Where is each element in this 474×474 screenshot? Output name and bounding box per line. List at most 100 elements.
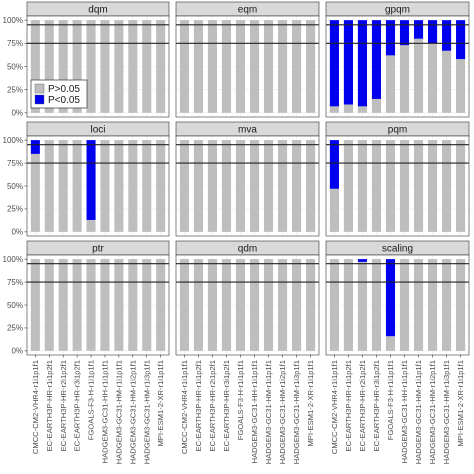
bar-gt005-eqm-7 <box>277 20 288 113</box>
bar-gt005-qdm-1 <box>193 259 203 351</box>
panel-border-scaling <box>325 254 470 356</box>
bar-lt005-loci-0 <box>30 140 40 154</box>
bar-gt005-dqm-8 <box>142 20 152 113</box>
bar-gt005-mva-7 <box>277 140 288 232</box>
bar-gt005-ptr-8 <box>142 259 152 351</box>
facet-label-gpqm: gpqm <box>385 5 410 16</box>
ytick-label: 25% <box>7 324 23 333</box>
bar-gt005-pqm-1 <box>343 140 353 232</box>
xtick-label: EC-EARTH3P-HR-r1i1p2f1 <box>45 360 54 451</box>
bar-gt005-scaling-9 <box>456 259 466 351</box>
bar-gt005-loci-5 <box>100 140 110 232</box>
bar-gt005-scaling-2 <box>357 261 368 351</box>
xtick-label: HADGEM3-GC31-HM-r1i2p1f1 <box>278 360 287 464</box>
bar-gt005-mva-8 <box>292 140 302 232</box>
bar-gt005-ptr-3 <box>72 259 82 351</box>
bar-gt005-dqm-7 <box>128 20 138 113</box>
bar-gt005-ptr-6 <box>114 259 124 351</box>
bar-gt005-loci-2 <box>58 140 68 232</box>
panel-border-mva <box>175 135 320 237</box>
ytick-label: 100% <box>3 136 23 145</box>
bar-gt005-gpqm-0 <box>329 106 339 113</box>
xtick-label: EC-EARTH3P-HR-r3i1p2f1 <box>73 360 82 451</box>
bar-gt005-gpqm-5 <box>399 45 410 113</box>
xtick-label: HADGEM3-GC31-HH-r1i1p1f1 <box>400 360 409 463</box>
panel-border-gpqm <box>325 15 470 118</box>
bar-gt005-ptr-5 <box>100 259 110 351</box>
bar-gt005-qdm-3 <box>221 259 232 351</box>
bar-lt005-gpqm-5 <box>399 20 410 46</box>
bar-gt005-gpqm-9 <box>456 59 466 113</box>
xtick-label: EC-EARTH3P-HR-r3i1p2f1 <box>222 360 231 451</box>
xtick-label: HADGEM3-GC31-HM-r1i1p1f1 <box>264 360 273 464</box>
facet-label-mva: mva <box>238 125 257 136</box>
xtick-label: HADGEM3-GC31-HM-r1i2p1f1 <box>128 360 137 464</box>
ytick-label: 25% <box>7 205 23 214</box>
xtick-label: HADGEM3-GC31-HM-r1i3p1f1 <box>292 360 301 464</box>
bar-gt005-ptr-7 <box>128 259 138 351</box>
xtick-label: HADGEM3-GC31-HM-r1i1p1f1 <box>114 360 123 464</box>
bar-gt005-scaling-1 <box>343 259 353 351</box>
bar-lt005-gpqm-4 <box>385 20 396 56</box>
xtick-label: HADGEM3-GC31-HH-r1i1p1f1 <box>101 360 110 463</box>
bar-lt005-scaling-4 <box>385 259 396 337</box>
xtick-label: MPI-ESM1-2-XR-r1i1p1f1 <box>456 360 465 447</box>
bar-gt005-loci-8 <box>142 140 152 232</box>
bar-gt005-loci-0 <box>30 153 40 232</box>
ytick-label: 100% <box>3 16 23 25</box>
xtick-label: HADGEM3-GC31-HM-r1i1p1f1 <box>414 360 423 464</box>
bar-gt005-pqm-9 <box>456 140 466 232</box>
bar-gt005-dqm-6 <box>114 20 124 113</box>
bar-gt005-eqm-6 <box>263 20 274 113</box>
bar-lt005-pqm-0 <box>329 140 339 189</box>
bar-gt005-scaling-4 <box>385 336 396 351</box>
xtick-label: HADGEM3-GC31-HM-r1i3p1f1 <box>442 360 451 464</box>
xtick-label: FGOALS-F3-H-r1i1p1f1 <box>386 360 395 440</box>
bar-gt005-dqm-9 <box>156 20 166 113</box>
bar-gt005-eqm-0 <box>179 20 189 113</box>
bar-gt005-ptr-9 <box>156 259 166 351</box>
xtick-label: EC-EARTH3P-HR-r1i1p2f1 <box>344 360 353 451</box>
bar-gt005-gpqm-6 <box>413 38 424 113</box>
bar-gt005-scaling-0 <box>329 259 339 351</box>
facet-label-scaling: scaling <box>382 244 413 255</box>
ytick-label: 50% <box>7 301 23 310</box>
bar-gt005-scaling-7 <box>427 259 438 351</box>
legend-key-1 <box>34 94 45 105</box>
bar-gt005-qdm-8 <box>292 259 302 351</box>
bar-gt005-ptr-0 <box>30 259 40 351</box>
xtick-label: MPI-ESM1-2-XR-r1i1p1f1 <box>306 360 315 447</box>
facet-label-ptr: ptr <box>92 244 104 255</box>
bar-gt005-mva-1 <box>193 140 203 232</box>
bar-lt005-gpqm-6 <box>413 20 424 39</box>
bar-gt005-qdm-4 <box>235 259 246 351</box>
xtick-label: CMCC-CM2-VHR4-r1i1p1f1 <box>31 360 40 454</box>
ytick-label: 25% <box>7 85 23 94</box>
bar-gt005-gpqm-3 <box>371 98 382 113</box>
bar-lt005-gpqm-0 <box>329 20 339 107</box>
bar-gt005-mva-6 <box>263 140 274 232</box>
facet-label-qdm: qdm <box>238 244 257 255</box>
bar-gt005-pqm-0 <box>329 188 339 232</box>
bar-gt005-ptr-2 <box>58 259 68 351</box>
bar-gt005-pqm-5 <box>399 140 410 232</box>
xtick-label: EC-EARTH3P-HR-r2i1p2f1 <box>358 360 367 451</box>
bar-gt005-qdm-6 <box>263 259 274 351</box>
bar-gt005-mva-2 <box>207 140 218 232</box>
bar-gt005-qdm-9 <box>306 259 316 351</box>
bar-gt005-dqm-3 <box>72 20 82 113</box>
bar-gt005-gpqm-1 <box>343 104 353 113</box>
legend-label-0: P>0.05 <box>48 84 80 95</box>
bar-gt005-pqm-7 <box>427 140 438 232</box>
bar-gt005-dqm-1 <box>44 20 54 113</box>
panel-border-pqm <box>325 135 470 237</box>
bar-gt005-mva-0 <box>179 140 189 232</box>
bar-gt005-gpqm-8 <box>442 50 452 113</box>
bar-lt005-gpqm-9 <box>456 20 466 60</box>
bar-gt005-qdm-0 <box>179 259 189 351</box>
bar-gt005-gpqm-2 <box>357 106 368 113</box>
bar-gt005-scaling-3 <box>371 259 382 351</box>
bar-gt005-pqm-2 <box>357 140 368 232</box>
bar-gt005-qdm-5 <box>249 259 260 351</box>
